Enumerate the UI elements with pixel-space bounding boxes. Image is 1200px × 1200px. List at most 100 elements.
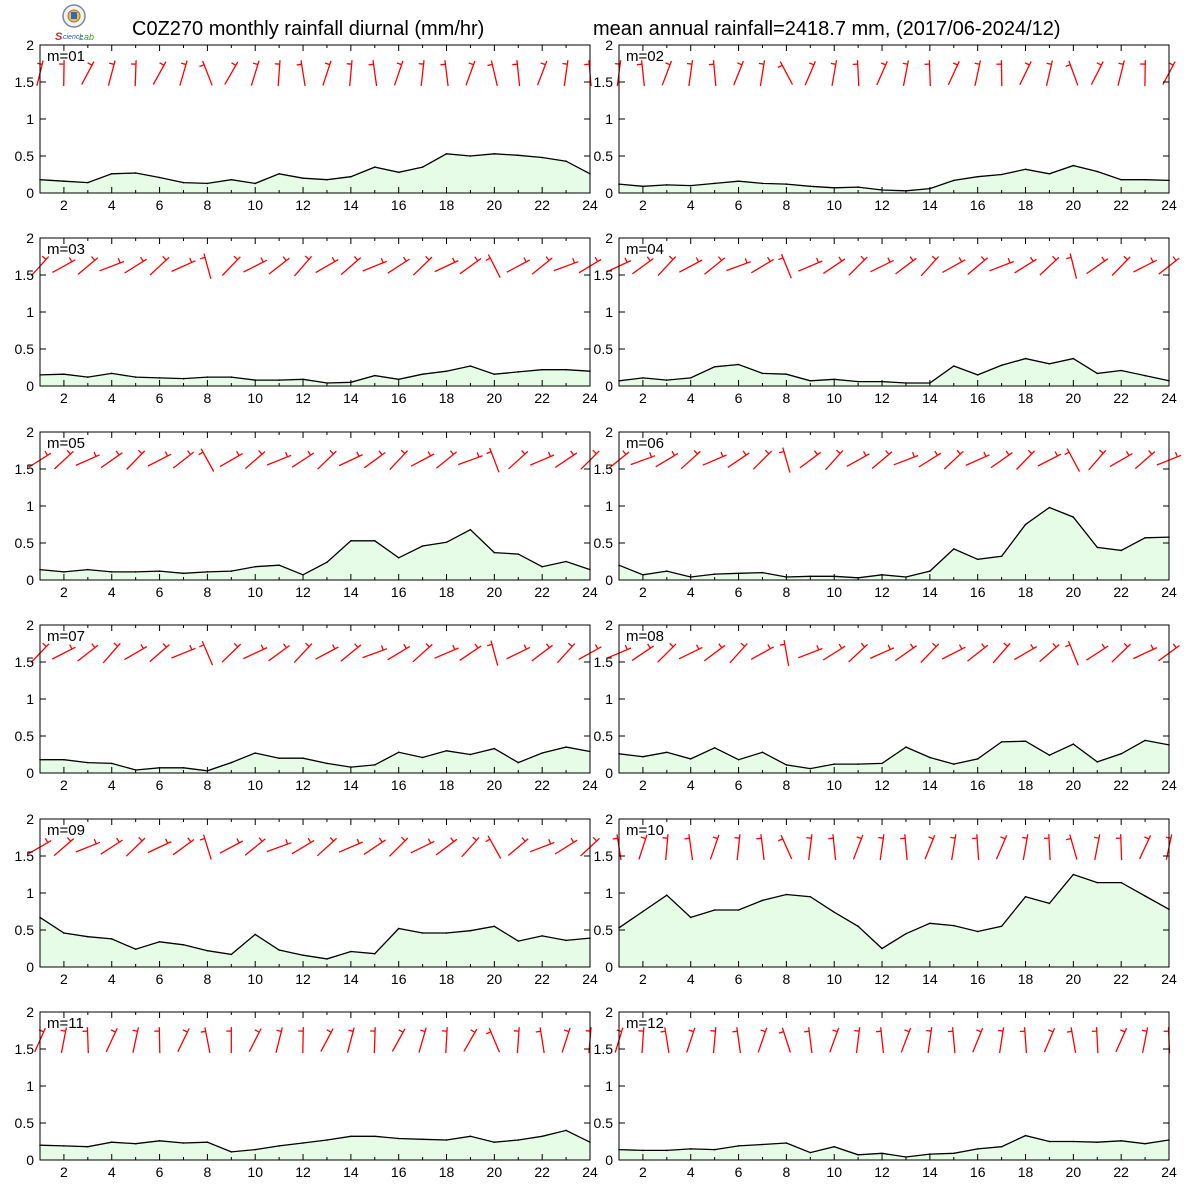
y-tick-label: 1.5 (594, 461, 614, 477)
x-tick-label: 6 (735, 777, 743, 793)
wind-barb (727, 450, 750, 468)
data-point (63, 932, 65, 934)
wind-barb (661, 60, 673, 86)
rain-area (619, 165, 1169, 193)
wind-barb (870, 257, 894, 273)
x-tick-label: 22 (534, 777, 550, 793)
x-tick-label: 12 (874, 197, 890, 213)
panel-1: 00.511.522 4 6 8 10 12 14 16 18 20 22 24m=01 (15, 37, 598, 213)
data-point (1096, 1141, 1099, 1143)
data-point (857, 763, 859, 765)
data-point (397, 378, 400, 381)
wind-barb (1045, 60, 1054, 86)
wind-barb (1039, 642, 1060, 663)
rain-line (39, 528, 591, 576)
data-point (857, 925, 859, 928)
x-tick-label: 14 (343, 777, 359, 793)
x-tick-label: 20 (487, 971, 503, 987)
y-tick-label: 0.5 (15, 535, 35, 551)
wind-barb (268, 256, 290, 275)
y-tick-label: 0.5 (15, 922, 35, 938)
y-tick-label: 1.5 (594, 654, 614, 670)
data-point (905, 932, 907, 935)
wind-barb (876, 60, 888, 86)
x-tick-label: 24 (1161, 971, 1177, 987)
wind-barb (947, 1027, 956, 1054)
x-tick-label: 8 (782, 777, 790, 793)
x-tick-label: 6 (735, 1164, 743, 1180)
y-tick-label: 2 (26, 230, 34, 246)
wind-barb (926, 1027, 933, 1054)
data-point (182, 377, 185, 380)
x-tick-label: 6 (735, 197, 743, 213)
wind-barb (678, 257, 703, 273)
x-tick-label: 8 (782, 584, 790, 600)
wind-barb (389, 449, 409, 471)
data-point (254, 933, 256, 936)
data-point (833, 911, 835, 913)
wind-barb (972, 834, 980, 861)
data-point (976, 175, 979, 178)
data-point (929, 922, 931, 925)
data-point (493, 551, 496, 554)
data-point (469, 1135, 472, 1138)
wind-barb (798, 257, 823, 272)
wind-barb (989, 257, 1014, 272)
data-point (326, 958, 328, 960)
y-tick-label: 2 (605, 811, 613, 827)
rain-line (618, 164, 1170, 192)
wind-barb (924, 834, 936, 860)
wind-barb (920, 642, 940, 663)
x-tick-label: 4 (108, 1164, 116, 1180)
plot-frame (618, 1011, 1170, 1161)
data-point (254, 565, 256, 568)
wind-barb (531, 643, 553, 662)
x-tick-label: 10 (826, 197, 842, 213)
data-point (1072, 743, 1075, 745)
wind-barb (485, 835, 502, 859)
wind-barb (734, 834, 741, 861)
rain-line (618, 506, 1170, 579)
plot-frame (39, 1011, 591, 1161)
wind-barb (941, 644, 966, 660)
y-tick-label: 1 (26, 498, 34, 514)
y-tick-label: 2 (26, 811, 34, 827)
x-tick-label: 14 (922, 1164, 938, 1180)
data-point (809, 380, 812, 382)
x-tick-label: 8 (203, 390, 211, 406)
wind-barb (1022, 834, 1029, 861)
wind-barb (266, 839, 292, 853)
wind-barb (59, 60, 65, 87)
wind-barb (410, 451, 435, 467)
data-point (445, 750, 448, 752)
wind-barb (1133, 644, 1158, 660)
wind-barb (562, 60, 569, 87)
data-point (1048, 506, 1051, 509)
data-point (761, 751, 764, 754)
x-tick-label: 20 (487, 584, 503, 600)
data-point (397, 171, 400, 174)
wind-barb (829, 1027, 840, 1053)
wind-barb (391, 1028, 406, 1052)
x-tick-label: 8 (782, 197, 790, 213)
data-point (278, 757, 280, 759)
x-tick-label: 2 (60, 197, 68, 213)
data-point (929, 570, 931, 572)
wind-barb (387, 256, 410, 274)
x-tick-label: 10 (247, 390, 263, 406)
data-point (976, 374, 979, 376)
data-point (230, 1151, 233, 1153)
x-tick-label: 18 (439, 584, 455, 600)
x-tick-label: 12 (295, 584, 311, 600)
x-tick-label: 12 (874, 1164, 890, 1180)
wind-barb (708, 60, 717, 87)
data-point (134, 172, 137, 174)
data-point (833, 763, 835, 765)
x-tick-label: 24 (582, 1164, 598, 1180)
wind-barb (529, 838, 555, 853)
wind-barb (200, 253, 212, 279)
y-tick-label: 2 (605, 1004, 613, 1020)
data-point (110, 173, 113, 175)
logo-icon: S cience Lab (55, 4, 94, 43)
data-point (713, 1148, 716, 1151)
